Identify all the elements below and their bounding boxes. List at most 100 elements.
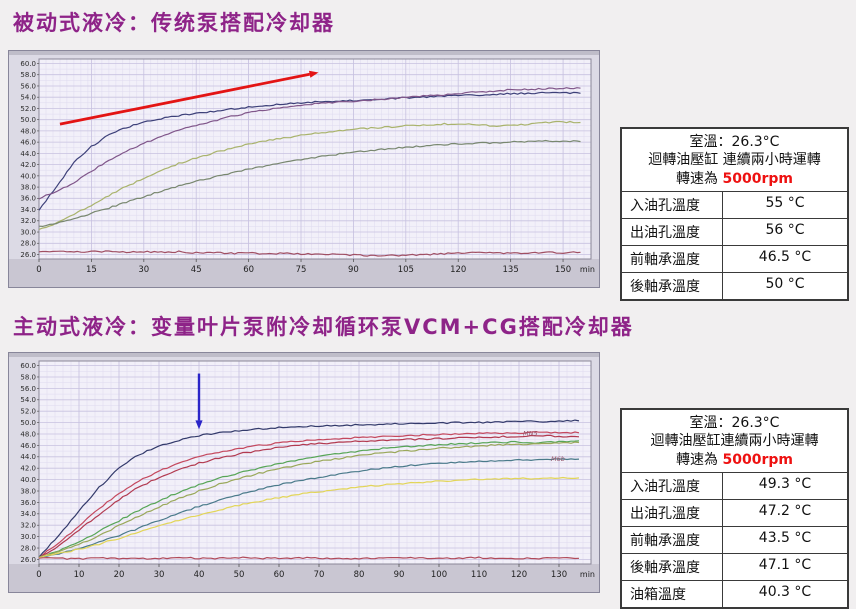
svg-text:50.0: 50.0 bbox=[20, 116, 36, 124]
rpm-value: 5000rpm bbox=[722, 451, 793, 468]
svg-text:60: 60 bbox=[243, 265, 254, 275]
passive-section-title: 被动式液冷：传统泵搭配冷却器 bbox=[13, 11, 335, 35]
room-temp-line: 室溫：26.3°C bbox=[689, 415, 780, 431]
svg-text:28.0: 28.0 bbox=[20, 544, 36, 552]
svg-text:36.0: 36.0 bbox=[20, 499, 36, 507]
room-temp-line: 室溫：26.3°C bbox=[689, 134, 780, 150]
svg-text:50.0: 50.0 bbox=[20, 419, 36, 427]
svg-text:min: min bbox=[580, 265, 595, 274]
curve-olive bbox=[38, 120, 581, 230]
svg-text:15: 15 bbox=[86, 265, 97, 275]
curve-note-2: M6b bbox=[551, 455, 565, 463]
svg-text:54.0: 54.0 bbox=[20, 396, 36, 404]
svg-text:105: 105 bbox=[398, 265, 414, 275]
svg-text:50: 50 bbox=[234, 570, 245, 580]
row-value: 47.2 °C bbox=[758, 503, 812, 520]
active-section-title: 主动式液冷：变量叶片泵附冷却循环泵VCM+CG搭配冷却器 bbox=[13, 315, 634, 339]
rpm-line: 轉速為 5000rpm bbox=[676, 170, 793, 187]
svg-text:min: min bbox=[580, 570, 595, 579]
svg-text:56.0: 56.0 bbox=[20, 385, 36, 393]
svg-text:48.0: 48.0 bbox=[20, 430, 36, 438]
svg-text:26.0: 26.0 bbox=[20, 556, 36, 564]
row-label: 前軸承溫度 bbox=[622, 246, 723, 273]
slide-page: 被动式液冷：传统泵搭配冷却器 60.0 58.0 56.0 54.0 52.0 50.0 4… bbox=[8, 11, 849, 609]
svg-text:60.0: 60.0 bbox=[20, 60, 36, 68]
table-row: 入油孔溫度 49.3 °C bbox=[622, 473, 847, 500]
curve-purple bbox=[38, 87, 581, 200]
rpm-value: 5000rpm bbox=[722, 170, 793, 187]
curve-red-upper bbox=[38, 431, 580, 559]
row-value: 40.3 °C bbox=[758, 584, 812, 601]
blue-drop-arrow bbox=[195, 373, 203, 430]
curve-yellow bbox=[38, 476, 580, 559]
svg-text:46.0: 46.0 bbox=[20, 442, 36, 450]
table-row: 前軸承溫度 46.5 °C bbox=[622, 245, 847, 273]
svg-text:32.0: 32.0 bbox=[20, 522, 36, 530]
row-value: 46.5 °C bbox=[758, 249, 812, 266]
row-value: 49.3 °C bbox=[758, 476, 812, 493]
passive-cooling-chart: 60.0 58.0 56.0 54.0 52.0 50.0 48.0 46.0 44.0 42.0… bbox=[8, 50, 600, 288]
test-condition-line: 迴轉油壓缸連續兩小時運轉 bbox=[650, 433, 819, 450]
table-row: 前軸承溫度 43.5 °C bbox=[622, 526, 847, 554]
svg-text:34.0: 34.0 bbox=[20, 510, 36, 518]
active-temp-table: 室溫：26.3°C 迴轉油壓缸連續兩小時運轉 轉速為 5000rpm 入油孔溫度… bbox=[620, 408, 849, 609]
row-label: 出油孔溫度 bbox=[622, 219, 723, 246]
svg-text:60: 60 bbox=[274, 570, 285, 580]
svg-text:44.0: 44.0 bbox=[20, 150, 36, 158]
curve-navy bbox=[38, 91, 581, 211]
passive-table-rows: 入油孔溫度 55 °C 出油孔溫度 56 °C 前軸承溫度 46.5 °C 後軸承溫度 50 … bbox=[622, 192, 847, 300]
svg-text:70: 70 bbox=[314, 570, 325, 580]
svg-text:45: 45 bbox=[191, 265, 202, 275]
svg-text:58.0: 58.0 bbox=[20, 71, 36, 79]
table-row: 出油孔溫度 47.2 °C bbox=[622, 499, 847, 527]
table-row: 入油孔溫度 55 °C bbox=[622, 192, 847, 219]
svg-text:80: 80 bbox=[354, 570, 365, 580]
svg-text:30.0: 30.0 bbox=[20, 228, 36, 236]
chart-canvas: 60.0 58.0 56.0 54.0 52.0 50.0 48.0 46.0 44.0 42.0… bbox=[9, 51, 599, 287]
svg-text:30: 30 bbox=[138, 265, 149, 275]
svg-text:42.0: 42.0 bbox=[20, 161, 36, 169]
curve-navy bbox=[38, 419, 580, 558]
active-table-rows: 入油孔溫度 49.3 °C 出油孔溫度 47.2 °C 前軸承溫度 43.5 °C 後軸承溫… bbox=[622, 473, 847, 608]
svg-text:30: 30 bbox=[154, 570, 165, 580]
svg-text:56.0: 56.0 bbox=[20, 82, 36, 90]
svg-text:30.0: 30.0 bbox=[20, 533, 36, 541]
svg-text:120: 120 bbox=[511, 570, 527, 580]
svg-text:90: 90 bbox=[348, 265, 359, 275]
svg-text:34.0: 34.0 bbox=[20, 206, 36, 214]
row-label: 後軸承溫度 bbox=[622, 273, 723, 300]
svg-text:32.0: 32.0 bbox=[20, 217, 36, 225]
row-label: 前軸承溫度 bbox=[622, 527, 723, 554]
table-row: 出油孔溫度 56 °C bbox=[622, 218, 847, 246]
svg-text:36.0: 36.0 bbox=[20, 195, 36, 203]
curve-teal bbox=[38, 458, 580, 558]
svg-text:46.0: 46.0 bbox=[20, 139, 36, 147]
svg-text:100: 100 bbox=[431, 570, 447, 580]
row-value: 47.1 °C bbox=[758, 557, 812, 574]
chart-canvas: 60.0 58.0 56.0 54.0 52.0 50.0 48.0 46.0 44.0 42.0… bbox=[9, 353, 599, 592]
table-row: 後軸承溫度 47.1 °C bbox=[622, 553, 847, 581]
svg-text:44.0: 44.0 bbox=[20, 453, 36, 461]
svg-text:48.0: 48.0 bbox=[20, 127, 36, 135]
svg-text:135: 135 bbox=[503, 265, 519, 275]
table-row: 後軸承溫度 50 °C bbox=[622, 272, 847, 300]
svg-text:42.0: 42.0 bbox=[20, 465, 36, 473]
svg-text:10: 10 bbox=[74, 570, 85, 580]
svg-text:52.0: 52.0 bbox=[20, 408, 36, 416]
curve-roomtemp bbox=[38, 250, 581, 257]
svg-text:28.0: 28.0 bbox=[20, 240, 36, 248]
row-label: 入油孔溫度 bbox=[622, 473, 723, 500]
svg-text:130: 130 bbox=[551, 570, 567, 580]
red-trend-arrow bbox=[59, 70, 319, 126]
rpm-line: 轉速為 5000rpm bbox=[676, 451, 793, 468]
active-cooling-chart: 60.0 58.0 56.0 54.0 52.0 50.0 48.0 46.0 44.0 42.0… bbox=[8, 352, 600, 593]
svg-text:60.0: 60.0 bbox=[20, 362, 36, 370]
svg-text:58.0: 58.0 bbox=[20, 373, 36, 381]
svg-text:40.0: 40.0 bbox=[20, 476, 36, 484]
row-value: 50 °C bbox=[765, 276, 805, 293]
svg-text:120: 120 bbox=[450, 265, 466, 275]
row-label: 後軸承溫度 bbox=[622, 554, 723, 581]
row-value: 43.5 °C bbox=[758, 530, 812, 547]
svg-text:150: 150 bbox=[555, 265, 571, 275]
svg-text:40: 40 bbox=[194, 570, 205, 580]
